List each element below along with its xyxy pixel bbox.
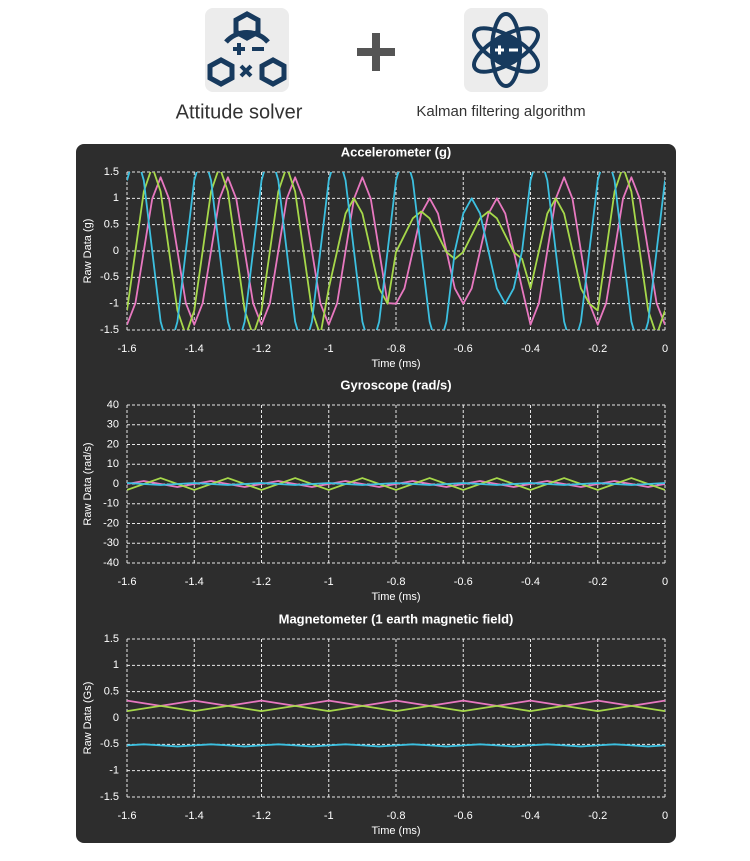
y-tick-label: -1 [109, 298, 119, 310]
y-tick-label: -1 [109, 765, 119, 777]
y-tick-label: 0 [113, 712, 119, 724]
x-tick-label: -1 [324, 576, 334, 588]
y-tick-label: 0.5 [104, 686, 119, 698]
y-tick-label: 20 [107, 438, 119, 450]
y-tick-label: 0.5 [104, 219, 119, 231]
series-line [127, 699, 665, 707]
chart-title: Gyroscope (rad/s) [340, 377, 451, 392]
y-tick-label: -40 [103, 557, 119, 569]
y-tick-label: 1.5 [104, 633, 119, 645]
y-axis-label: Raw Data (Gs) [82, 682, 94, 755]
series-line [127, 743, 665, 748]
kalman-label: Kalman filtering algorithm [416, 103, 585, 120]
x-tick-label: -0.8 [387, 810, 406, 822]
x-tick-label: -0.6 [454, 343, 473, 355]
x-tick-label: -1.6 [118, 810, 137, 822]
x-tick-label: -0.2 [588, 343, 607, 355]
y-tick-label: -30 [103, 537, 119, 549]
y-axis-label: Raw Data (g) [82, 219, 94, 284]
y-tick-label: -1.5 [100, 791, 119, 803]
y-tick-label: 1 [113, 659, 119, 671]
y-tick-label: 40 [107, 399, 119, 411]
y-axis-label: Raw Data (rad/s) [82, 442, 94, 525]
series-line [127, 172, 665, 330]
x-tick-label: -0.6 [454, 576, 473, 588]
series-line [127, 176, 665, 326]
y-tick-label: -10 [103, 498, 119, 510]
x-tick-label: -1.4 [185, 810, 204, 822]
x-tick-label: -0.8 [387, 343, 406, 355]
x-tick-label: -1.2 [252, 343, 271, 355]
x-tick-label: -0.6 [454, 810, 473, 822]
chart-title: Accelerometer (g) [341, 144, 452, 159]
y-tick-label: 0 [113, 478, 119, 490]
x-tick-label: -0.4 [521, 576, 540, 588]
x-tick-label: -0.2 [588, 576, 607, 588]
y-tick-label: 0 [113, 245, 119, 257]
series-line [127, 477, 665, 491]
chart-panel [76, 144, 676, 843]
x-axis-label: Time (ms) [371, 825, 420, 837]
series-line [127, 704, 665, 713]
x-tick-label: -1.2 [252, 576, 271, 588]
y-tick-label: 1 [113, 192, 119, 204]
x-tick-label: -1.4 [185, 576, 204, 588]
y-tick-label: -0.5 [100, 271, 119, 283]
x-tick-label: 0 [662, 576, 668, 588]
y-tick-label: -1.5 [100, 324, 119, 336]
solver-label: Attitude solver [176, 101, 303, 123]
x-tick-label: -0.2 [588, 810, 607, 822]
solver-icon [205, 8, 289, 92]
x-tick-label: -1.6 [118, 576, 137, 588]
series-line [127, 172, 665, 330]
x-tick-label: -1.6 [118, 343, 137, 355]
y-tick-label: 10 [107, 458, 119, 470]
x-axis-label: Time (ms) [371, 591, 420, 603]
y-tick-label: 1.5 [104, 166, 119, 178]
series-line [127, 482, 665, 486]
x-tick-label: -0.4 [521, 810, 540, 822]
x-tick-label: 0 [662, 343, 668, 355]
x-tick-label: -0.8 [387, 576, 406, 588]
x-axis-label: Time (ms) [371, 358, 420, 370]
x-tick-label: 0 [662, 810, 668, 822]
x-tick-label: -1 [324, 343, 334, 355]
x-tick-label: -0.4 [521, 343, 540, 355]
x-tick-label: -1.2 [252, 810, 271, 822]
x-tick-label: -1.4 [185, 343, 204, 355]
y-tick-label: -0.5 [100, 738, 119, 750]
kalman-icon [464, 8, 548, 92]
x-tick-label: -1 [324, 810, 334, 822]
plus-sign [357, 33, 395, 71]
y-tick-label: 30 [107, 419, 119, 431]
chart-title: Magnetometer (1 earth magnetic field) [279, 611, 514, 626]
y-tick-label: -20 [103, 517, 119, 529]
